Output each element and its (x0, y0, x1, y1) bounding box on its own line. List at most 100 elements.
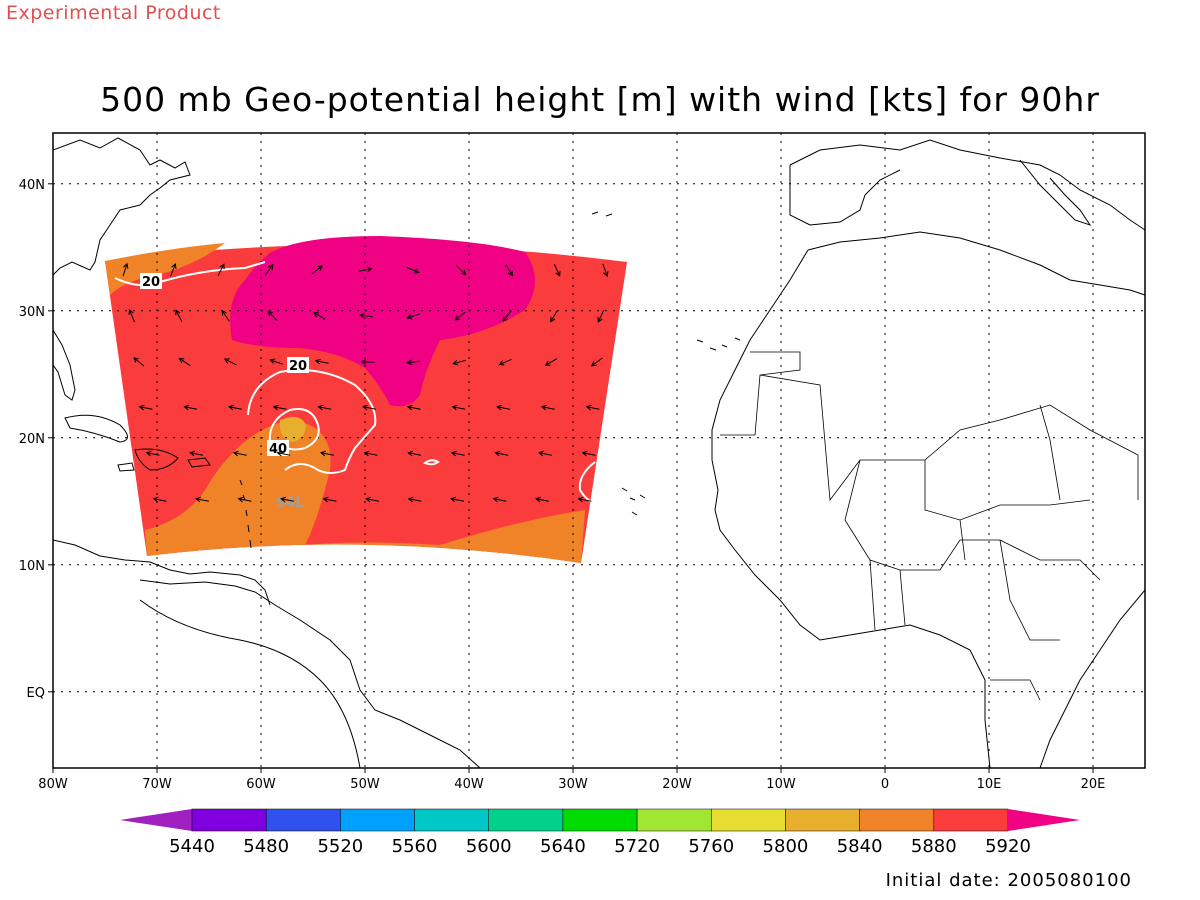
wind-arrow (450, 450, 465, 457)
wind-arrow (122, 262, 129, 277)
initial-date: Initial date: 2005080100 (885, 870, 1132, 891)
canary-islands (696, 337, 741, 351)
wind-arrow (360, 359, 375, 365)
wind-arrow (217, 263, 225, 277)
wind-arrow (170, 262, 177, 277)
contour-label-20-center: 20 (289, 359, 307, 374)
colorbar-label: 5520 (317, 836, 363, 857)
colorbar-segment (488, 808, 564, 832)
wind-arrow (540, 404, 555, 411)
wind-arrow (585, 404, 600, 411)
colorbar-label: 5640 (540, 836, 586, 857)
field-region-above-5920 (230, 236, 535, 407)
colorbar-segment (340, 808, 415, 832)
colorbar-segment (562, 808, 638, 832)
wind-arrow (313, 312, 326, 320)
height-field (105, 236, 627, 563)
lon-tick-label: 60W (246, 777, 276, 792)
lon-tick-label: 20W (662, 777, 692, 792)
colorbar-label: 5760 (688, 836, 734, 857)
colorbar-segment (859, 808, 935, 832)
wind-arrow (590, 357, 603, 367)
azores-islands (591, 211, 613, 217)
colorbar-segment (636, 808, 712, 832)
wind-arrow (450, 496, 464, 503)
wind-arrow (272, 404, 287, 411)
wind-arrow (407, 496, 422, 503)
wind-arrow (264, 263, 274, 276)
wind-arrow (454, 311, 466, 321)
colorbar-label: 5720 (614, 836, 660, 857)
wind-arrow (223, 358, 237, 366)
wind-arrow (317, 404, 332, 411)
wind-arrow (406, 267, 420, 274)
contour-label-box (267, 440, 289, 456)
wind-arrow (221, 309, 230, 322)
colorbar-label: 5880 (911, 836, 957, 857)
gulf-coast (53, 539, 271, 606)
wind-arrow (280, 496, 294, 503)
map-frame (52, 132, 1146, 769)
wind-arrow (175, 309, 183, 323)
south-america-interior (139, 599, 361, 768)
colorbar: 5440 5480 5520 5560 5600 5640 5720 5760 5800 5840… (120, 808, 1080, 857)
south-america-coast (139, 579, 481, 768)
contour-label-20-north: 20 (142, 275, 160, 290)
wind-contour-20-north (114, 261, 266, 287)
lon-tick-label: 70W (142, 777, 172, 792)
wind-arrow (597, 309, 605, 323)
colorbar-label: 5800 (763, 836, 809, 857)
lat-tick-label: 30N (19, 305, 45, 320)
wind-arrow (269, 358, 283, 365)
contour-label-40: 40 (269, 442, 287, 457)
lon-tick-label: 30W (558, 777, 588, 792)
africa-coast (807, 231, 1145, 296)
wind-arrow (407, 450, 422, 457)
wind-arrow (189, 450, 204, 457)
jamaica-coast (117, 462, 135, 472)
field-region-5840-5880-northwest (105, 243, 225, 295)
wind-arrow (602, 263, 609, 278)
storm-label: 94L (276, 495, 304, 511)
africa-west-coast (711, 249, 991, 768)
wind-arrow (195, 496, 209, 503)
wind-arrow (267, 310, 278, 322)
lat-tick-label: EQ (27, 686, 45, 701)
wind-arrow (314, 358, 329, 365)
wind-arrow (128, 309, 135, 323)
colorbar-segment (711, 808, 786, 832)
lesser-antilles (239, 479, 252, 549)
africa-east-coast (1039, 589, 1145, 768)
italy-coast (1019, 159, 1092, 226)
wind-arrow (362, 404, 376, 411)
colorbar-high-triangle (1008, 809, 1080, 831)
wind-arrow (145, 450, 160, 457)
lon-tick-label: 20E (1081, 777, 1106, 792)
wind-arrow (322, 496, 337, 503)
iberia-coast (789, 165, 901, 226)
wind-arrow (406, 404, 421, 411)
wind-arrow (133, 357, 145, 367)
lon-tick-label: 10W (766, 777, 796, 792)
lon-tick-label: 0 (881, 777, 889, 792)
wind-arrow (232, 450, 247, 457)
african-borders (720, 351, 1139, 701)
wind-arrow (237, 496, 252, 503)
contour-labels: 20 20 40 94L (140, 273, 309, 511)
wind-arrow (505, 264, 513, 277)
cuba-coast (64, 414, 128, 443)
wind-arrow (183, 404, 198, 411)
wind-arrow (494, 450, 509, 457)
graticule (53, 133, 1145, 768)
europe-coast (789, 139, 1145, 231)
experimental-product-watermark: Experimental Product (6, 2, 221, 24)
wind-arrow (535, 496, 549, 503)
contour-label-box (140, 273, 162, 289)
colorbar-label: 5920 (985, 836, 1031, 857)
colorbar-label: 5600 (466, 836, 512, 857)
wind-arrow (228, 404, 242, 411)
wind-arrow (492, 496, 507, 503)
wind-arrow (577, 496, 592, 503)
colorbar-label: 5480 (243, 836, 289, 857)
colorbar-low-triangle (120, 809, 192, 831)
